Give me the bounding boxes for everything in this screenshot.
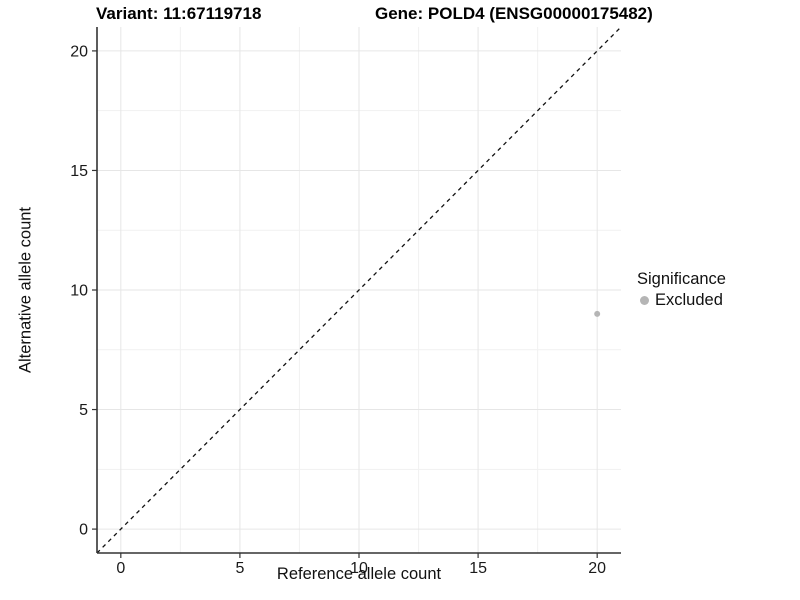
y-axis-title: Alternative allele count	[16, 206, 35, 374]
identity-reference-line	[96, 26, 622, 554]
legend-item-excluded: Excluded	[637, 291, 726, 310]
x-tick-label: 10	[350, 560, 368, 577]
x-tick-label: 20	[588, 560, 606, 577]
legend: Significance Excluded	[637, 270, 726, 310]
y-tick-label: 0	[79, 522, 88, 539]
variant-title: Variant: 11:67119718	[96, 4, 262, 23]
gene-title: Gene: POLD4 (ENSG00000175482)	[375, 4, 653, 23]
x-tick-label: 5	[235, 560, 244, 577]
data-point	[594, 310, 601, 317]
y-tick-label: 15	[70, 163, 88, 180]
y-tick-label: 10	[70, 283, 88, 300]
x-tick-label: 15	[469, 560, 487, 577]
legend-item-label: Excluded	[655, 291, 723, 309]
y-tick-label: 5	[79, 402, 88, 419]
x-axis-title: Reference allele count	[276, 565, 442, 583]
x-tick-label: 0	[116, 560, 125, 577]
legend-point-icon	[640, 296, 649, 305]
legend-title: Significance	[637, 270, 726, 288]
y-tick-label: 20	[70, 43, 88, 60]
